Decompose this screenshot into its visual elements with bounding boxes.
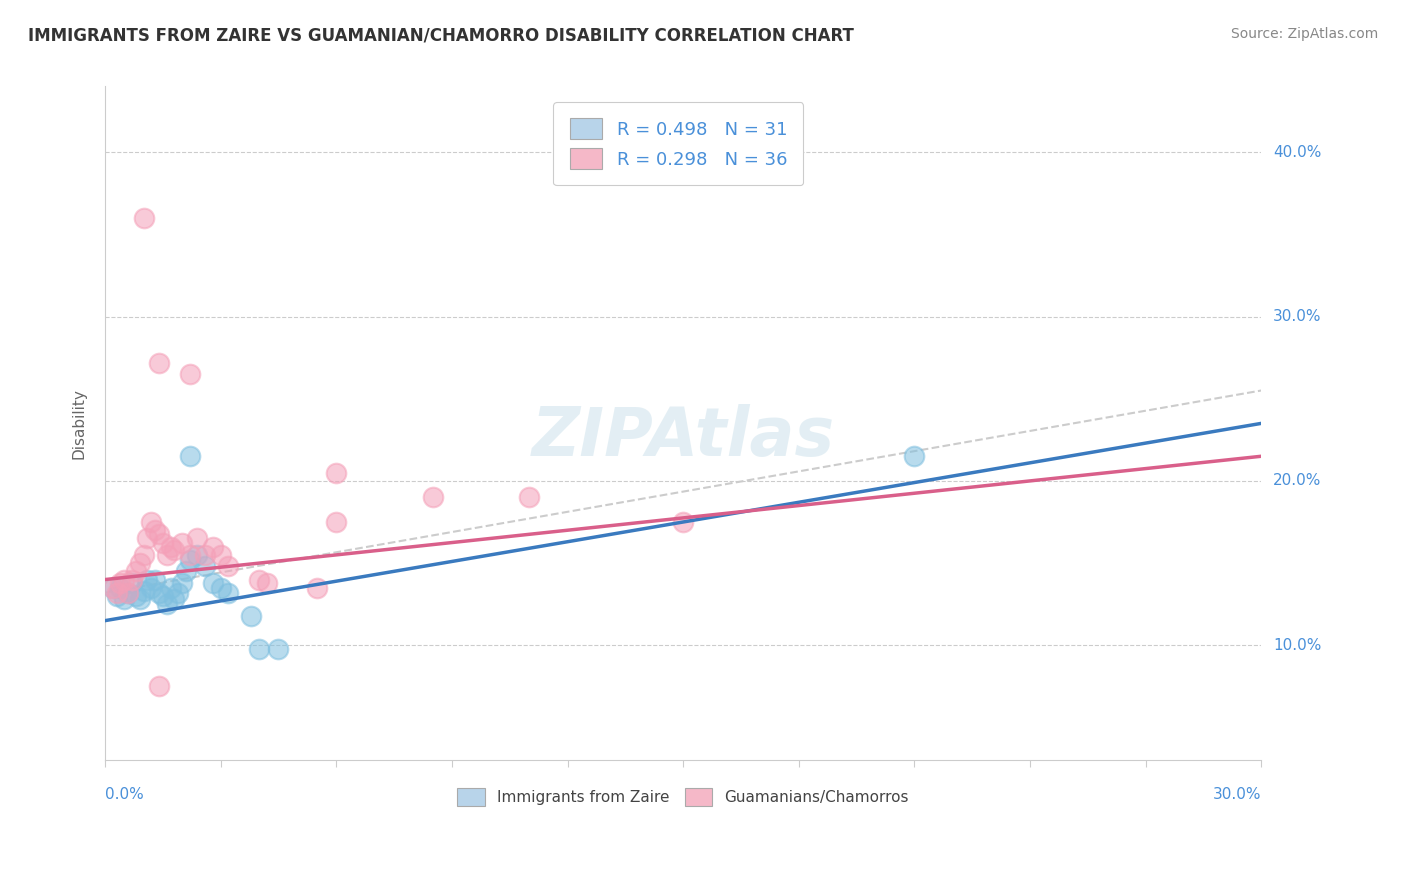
- Point: [217, 559, 239, 574]
- Text: Source: ZipAtlas.com: Source: ZipAtlas.com: [1230, 27, 1378, 41]
- Point: [121, 575, 143, 590]
- Point: [179, 553, 201, 567]
- Point: [325, 515, 347, 529]
- Point: [148, 585, 170, 599]
- Point: [148, 355, 170, 369]
- Point: [422, 491, 444, 505]
- Point: [105, 589, 128, 603]
- Point: [179, 548, 201, 562]
- Point: [217, 585, 239, 599]
- Point: [101, 581, 124, 595]
- Point: [132, 211, 155, 225]
- Text: 10.0%: 10.0%: [1272, 638, 1322, 653]
- Point: [156, 597, 179, 611]
- Point: [152, 589, 174, 603]
- Point: [132, 548, 155, 562]
- Point: [141, 515, 163, 529]
- Point: [325, 466, 347, 480]
- Point: [143, 573, 166, 587]
- Point: [128, 592, 150, 607]
- Point: [156, 548, 179, 562]
- Point: [159, 540, 181, 554]
- Point: [209, 581, 232, 595]
- Point: [179, 367, 201, 381]
- Point: [110, 575, 132, 590]
- Point: [148, 680, 170, 694]
- Point: [209, 548, 232, 562]
- Point: [159, 581, 181, 595]
- Text: IMMIGRANTS FROM ZAIRE VS GUAMANIAN/CHAMORRO DISABILITY CORRELATION CHART: IMMIGRANTS FROM ZAIRE VS GUAMANIAN/CHAMO…: [28, 27, 853, 45]
- Point: [112, 592, 135, 607]
- Point: [112, 573, 135, 587]
- Point: [101, 581, 124, 595]
- Text: 30.0%: 30.0%: [1272, 309, 1322, 324]
- Point: [194, 548, 217, 562]
- Point: [305, 581, 328, 595]
- Point: [163, 592, 186, 607]
- Text: 30.0%: 30.0%: [1213, 788, 1261, 802]
- Point: [136, 573, 159, 587]
- Point: [672, 515, 695, 529]
- Point: [186, 548, 208, 562]
- Point: [247, 641, 270, 656]
- Point: [141, 581, 163, 595]
- Point: [267, 641, 290, 656]
- Point: [186, 532, 208, 546]
- Point: [172, 536, 194, 550]
- Text: 20.0%: 20.0%: [1272, 474, 1322, 489]
- Y-axis label: Disability: Disability: [72, 388, 86, 458]
- Point: [172, 575, 194, 590]
- Point: [121, 573, 143, 587]
- Point: [179, 449, 201, 463]
- Point: [128, 556, 150, 570]
- Text: ZIPAtlas: ZIPAtlas: [531, 404, 835, 470]
- Point: [125, 565, 148, 579]
- Point: [132, 584, 155, 599]
- Legend: Immigrants from Zaire, Guamanians/Chamorros: Immigrants from Zaire, Guamanians/Chamor…: [450, 780, 917, 814]
- Point: [136, 532, 159, 546]
- Point: [117, 585, 139, 599]
- Point: [110, 581, 132, 595]
- Text: 0.0%: 0.0%: [105, 788, 143, 802]
- Point: [256, 575, 278, 590]
- Point: [152, 536, 174, 550]
- Point: [517, 491, 540, 505]
- Point: [148, 526, 170, 541]
- Point: [903, 449, 925, 463]
- Text: 40.0%: 40.0%: [1272, 145, 1322, 160]
- Point: [201, 540, 224, 554]
- Point: [163, 543, 186, 558]
- Point: [201, 575, 224, 590]
- Point: [247, 573, 270, 587]
- Point: [167, 585, 190, 599]
- Point: [125, 589, 148, 603]
- Point: [174, 565, 197, 579]
- Point: [143, 523, 166, 537]
- Point: [240, 608, 263, 623]
- Point: [194, 559, 217, 574]
- Point: [117, 585, 139, 599]
- Point: [105, 585, 128, 599]
